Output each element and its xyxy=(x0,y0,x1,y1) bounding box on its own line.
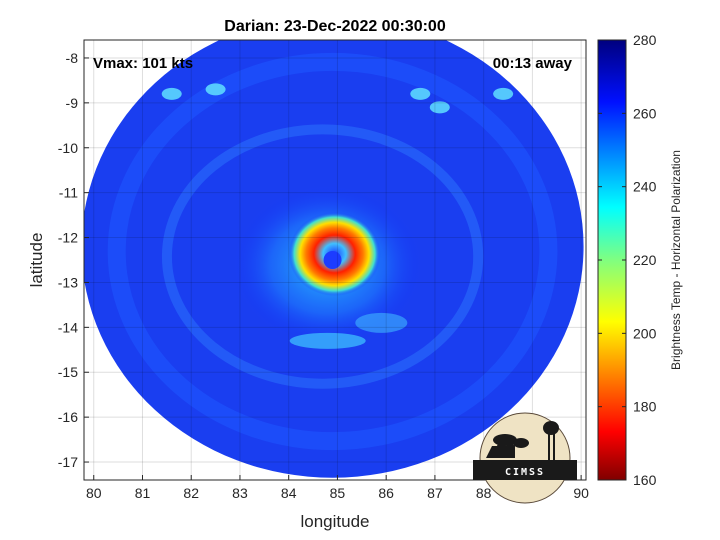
y-tick-label: -9 xyxy=(66,95,79,111)
colorbar-tick-label: 160 xyxy=(633,472,657,488)
colorbar-tick-label: 200 xyxy=(633,325,657,341)
bright-patch xyxy=(410,87,431,100)
x-tick-label: 82 xyxy=(183,485,199,501)
logo-banner xyxy=(473,460,577,480)
x-tick-label: 90 xyxy=(573,485,589,501)
y-axis-label: latitude xyxy=(27,233,46,288)
time-away-annotation: 00:13 away xyxy=(493,55,573,72)
x-tick-label: 80 xyxy=(86,485,102,501)
axes-frame xyxy=(83,39,587,481)
y-tick-label: -17 xyxy=(58,454,78,470)
x-tick-label: 85 xyxy=(330,485,346,501)
colorbar-label: Brightness Temp - Horizontal Polarizatio… xyxy=(669,150,683,370)
colorbar xyxy=(597,39,627,481)
rain-band-segment xyxy=(355,312,408,333)
colorbar-tick-label: 280 xyxy=(633,32,657,48)
chart-title: Darian: 23-Dec-2022 00:30:00 xyxy=(224,18,446,35)
y-tick-label: -13 xyxy=(58,274,78,290)
swath-layer xyxy=(84,40,584,478)
y-tick-label: -14 xyxy=(58,319,78,335)
x-tick-label: 87 xyxy=(427,485,443,501)
colorbar-ticks: 160 180 200 220 240 260 280 xyxy=(598,32,657,488)
y-tick-label: -12 xyxy=(58,230,78,246)
bright-patch xyxy=(161,87,182,100)
x-tick-label: 81 xyxy=(135,485,151,501)
x-tick-label: 86 xyxy=(378,485,394,501)
logo-dish xyxy=(493,434,517,446)
rain-band-segment xyxy=(289,332,366,349)
colorbar-tick-label: 260 xyxy=(633,105,657,121)
y-tick-label: -16 xyxy=(58,409,78,425)
axis-ticks: 8081828384858687888990-8-9-10-11-12-13-1… xyxy=(58,50,589,501)
bright-patch xyxy=(493,87,514,100)
x-axis-label: longitude xyxy=(300,512,369,531)
bright-patch xyxy=(205,83,226,96)
x-tick-label: 88 xyxy=(476,485,492,501)
bright-patch xyxy=(429,101,450,114)
logo-silhouette xyxy=(486,438,515,458)
logo-water-tower xyxy=(543,421,559,435)
x-tick-label: 83 xyxy=(232,485,248,501)
y-tick-label: -11 xyxy=(59,185,78,201)
logo-tower-leg xyxy=(553,434,555,460)
logo-tower-leg xyxy=(548,434,550,460)
logo-dish-small xyxy=(513,438,529,448)
x-tick-label: 84 xyxy=(281,485,297,501)
rain-band xyxy=(107,52,558,451)
y-tick-label: -10 xyxy=(58,140,78,156)
logo-text: CIMSS xyxy=(505,467,545,478)
colorbar-tick-label: 180 xyxy=(633,399,657,415)
rain-band xyxy=(161,124,484,389)
colorbar-tick-label: 240 xyxy=(633,179,657,195)
cimss-logo: CIMSS xyxy=(473,412,577,504)
storm-eye xyxy=(323,251,342,269)
y-tick-label: -15 xyxy=(58,364,78,380)
vmax-annotation: Vmax: 101 kts xyxy=(93,55,193,72)
colorbar-tick-label: 220 xyxy=(633,252,657,268)
y-tick-label: -8 xyxy=(66,50,79,66)
grid xyxy=(84,40,586,480)
